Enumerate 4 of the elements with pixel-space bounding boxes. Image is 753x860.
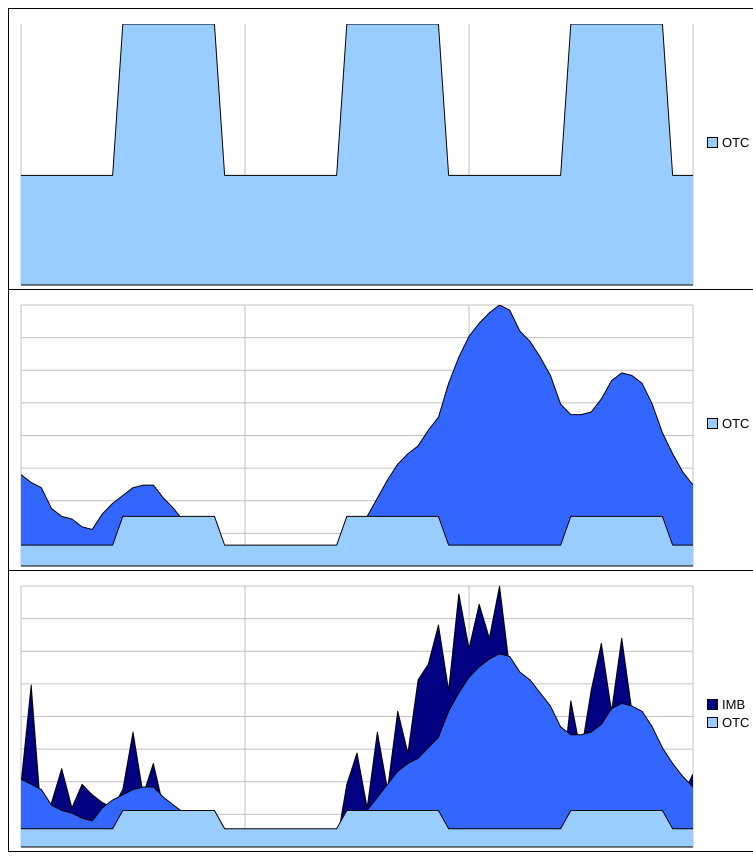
legend-label: OTC [722, 416, 750, 431]
legend-label: OTC [722, 715, 750, 730]
legend-label: IMB [722, 697, 746, 712]
legend-label: OTC [722, 135, 750, 150]
